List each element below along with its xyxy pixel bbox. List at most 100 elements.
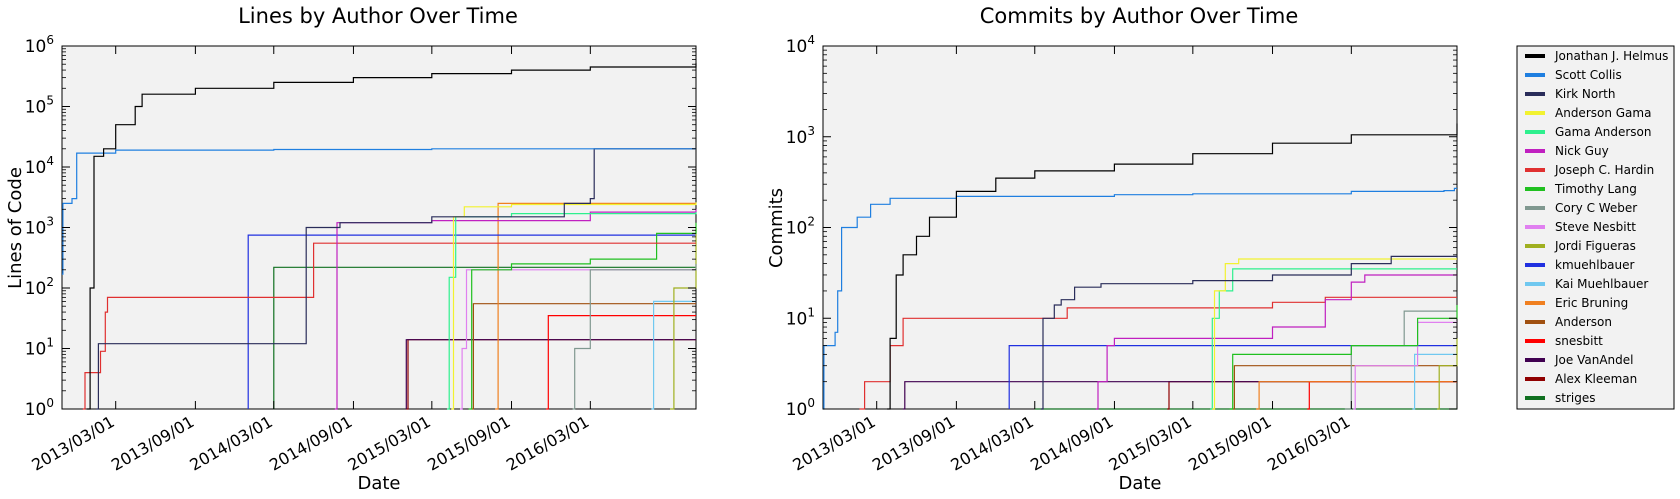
lines-y-tick-label: 102	[25, 275, 54, 299]
lines-series-joseph-c-hardin	[82, 242, 696, 410]
lines-y-tick-exponent: 2	[46, 275, 54, 289]
commits-y-tick-label: 103	[786, 124, 815, 148]
lines-x-tick-label: 2014/03/01	[186, 412, 275, 475]
lines-y-tick-exponent: 1	[46, 336, 54, 350]
lines-series-kirk-north	[96, 148, 696, 410]
commits-chart-plot-area	[822, 45, 1458, 410]
legend-label-kirk-north: Kirk North	[1555, 87, 1615, 101]
commits-series-jonathan-j-helmus	[887, 123, 1458, 410]
lines-chart-series-group	[62, 63, 697, 410]
commits-series-jordi-figueras	[1437, 338, 1458, 410]
lines-series-eric-bruning	[495, 202, 696, 410]
commits-y-tick-base: 10	[786, 37, 808, 57]
legend-label-joseph-c-hardin: Joseph C. Hardin	[1554, 163, 1654, 177]
lines-y-tick-label: 101	[25, 336, 54, 360]
lines-chart: Lines by Author Over Time 10010110210310…	[5, 4, 697, 494]
commits-y-tick-base: 10	[786, 219, 808, 239]
legend-label-eric-bruning: Eric Bruning	[1555, 296, 1628, 310]
lines-x-tick-label: 2013/09/01	[108, 412, 197, 475]
lines-y-tick-base: 10	[25, 37, 47, 57]
lines-series-anderson-gama	[451, 202, 697, 410]
lines-y-tick-label: 106	[25, 33, 54, 57]
lines-series-timothy-lang	[468, 222, 697, 410]
lines-series-cory-c-weber	[572, 263, 697, 410]
legend-label-scott-collis: Scott Collis	[1555, 68, 1622, 82]
commits-y-tick-label: 102	[786, 215, 815, 239]
lines-y-tick-exponent: 4	[46, 154, 54, 168]
commits-chart: Commits by Author Over Time 100101102103…	[766, 4, 1458, 494]
lines-chart-y-axis-label: Lines of Code	[5, 167, 26, 289]
lines-x-tick-label: 2015/09/01	[424, 412, 513, 475]
commits-y-tick-label: 101	[786, 305, 815, 329]
lines-series-kmuehlbauer	[247, 234, 696, 409]
commits-y-tick-exponent: 2	[807, 215, 815, 229]
commits-series-kirk-north	[1040, 255, 1457, 410]
commits-y-tick-base: 10	[786, 400, 808, 420]
lines-x-tick-label: 2014/09/01	[266, 412, 355, 475]
lines-series-joe-vanandel	[405, 339, 696, 409]
lines-y-tick-base: 10	[25, 158, 47, 178]
commits-y-tick-label: 104	[786, 33, 815, 57]
lines-x-tick-label: 2013/03/01	[28, 412, 117, 475]
legend-label-nick-guy: Nick Guy	[1555, 144, 1609, 158]
lines-series-anderson	[471, 303, 696, 410]
lines-y-tick-base: 10	[25, 219, 47, 239]
lines-y-tick-base: 10	[25, 98, 47, 118]
lines-y-tick-base: 10	[25, 279, 47, 299]
lines-series-striges	[273, 266, 696, 409]
commits-x-tick-label: 2014/03/01	[947, 412, 1036, 475]
commits-series-joseph-c-hardin	[859, 296, 1457, 410]
commits-chart-y-axis-label: Commits	[766, 188, 787, 268]
lines-x-tick-label: 2015/03/01	[344, 412, 433, 475]
legend-label-alex-kleeman: Alex Kleeman	[1555, 372, 1637, 386]
legend-label-jordi-figueras: Jordi Figueras	[1554, 239, 1636, 253]
legend-label-kai-muehlbauer: Kai Muehlbauer	[1555, 277, 1648, 291]
commits-y-tick-exponent: 1	[807, 305, 815, 319]
lines-y-tick-base: 10	[25, 400, 47, 420]
lines-y-tick-label: 105	[25, 94, 54, 118]
legend-label-timothy-lang: Timothy Lang	[1554, 182, 1637, 196]
lines-x-tick-label: 2016/03/01	[503, 412, 592, 475]
legend-label-cory-c-weber: Cory C Weber	[1555, 201, 1637, 215]
legend-label-striges: striges	[1555, 391, 1595, 405]
commits-x-tick-label: 2014/09/01	[1027, 412, 1116, 475]
commits-x-tick-label: 2016/03/01	[1264, 412, 1353, 475]
lines-y-tick-label: 103	[25, 215, 54, 239]
lines-y-tick-label: 104	[25, 154, 54, 178]
commits-series-anderson	[1232, 365, 1457, 410]
lines-chart-plot-area	[61, 45, 697, 410]
legend-label-snesbitt: snesbitt	[1555, 334, 1603, 348]
legend-label-kmuehlbauer: kmuehlbauer	[1555, 258, 1635, 272]
commits-y-tick-exponent: 0	[807, 396, 815, 410]
commits-series-steve-nesbitt	[1353, 321, 1457, 410]
commits-series-gama-anderson	[1210, 268, 1457, 410]
commits-y-tick-base: 10	[786, 309, 808, 329]
commits-chart-x-axis-label: Date	[1118, 473, 1161, 494]
commits-series-anderson-gama	[1212, 258, 1457, 410]
legend-label-joe-vanandel: Joe VanAndel	[1554, 353, 1633, 367]
commits-y-tick-exponent: 3	[807, 124, 815, 138]
lines-series-kai-muehlbauer	[651, 300, 696, 410]
commits-series-scott-collis	[823, 187, 1457, 410]
commits-series-kai-muehlbauer	[1412, 353, 1457, 410]
lines-series-scott-collis	[62, 148, 696, 275]
commits-x-tick-label: 2015/09/01	[1185, 412, 1274, 475]
commits-x-tick-label: 2013/03/01	[789, 412, 878, 475]
legend-label-anderson-gama: Anderson Gama	[1555, 106, 1651, 120]
commits-chart-title: Commits by Author Over Time	[980, 4, 1299, 28]
commits-y-tick-label: 100	[786, 396, 815, 420]
legend: Jonathan J. Helmus Scott Collis Kirk North…	[1516, 45, 1675, 410]
legend-entries: Jonathan J. Helmus Scott Collis Kirk North…	[1525, 49, 1668, 405]
lines-y-tick-exponent: 0	[46, 396, 54, 410]
legend-label-gama-anderson: Gama Anderson	[1555, 125, 1651, 139]
lines-y-tick-exponent: 5	[46, 94, 54, 108]
lines-chart-title: Lines by Author Over Time	[238, 4, 518, 28]
commits-series-nick-guy	[1095, 274, 1457, 410]
lines-y-tick-exponent: 6	[46, 33, 54, 47]
commits-y-tick-exponent: 4	[807, 33, 815, 47]
lines-y-tick-label: 100	[25, 396, 54, 420]
legend-label-anderson: Anderson	[1555, 315, 1612, 329]
